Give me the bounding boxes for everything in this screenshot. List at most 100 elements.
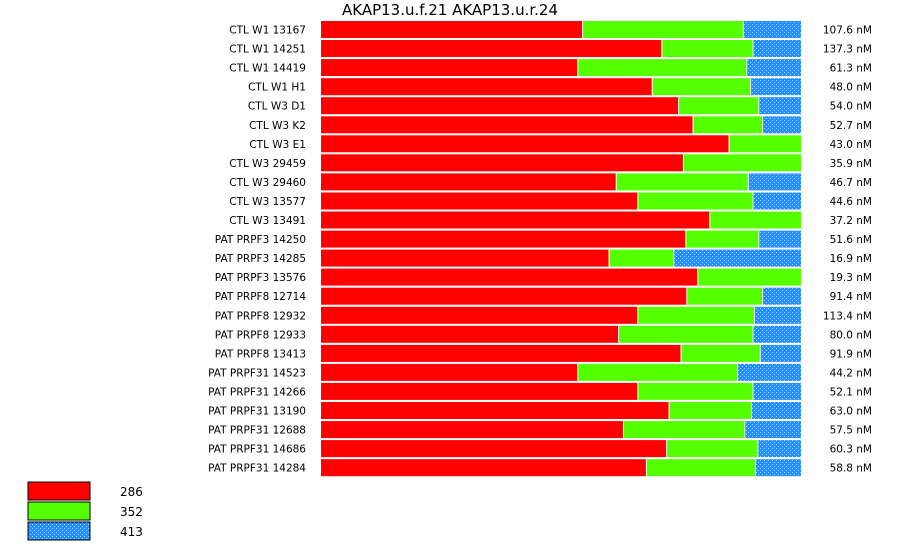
chart-title: AKAP13.u.f.21 AKAP13.u.r.24	[342, 1, 558, 19]
legend-swatch	[27, 521, 91, 541]
legend-label: 352	[120, 505, 143, 519]
bar-row: PAT PRPF8 13413 91.9 nM	[215, 344, 872, 362]
bar-segment-352	[666, 440, 758, 458]
bar-segment-352	[686, 287, 763, 305]
row-value-label: 51.6 nM	[830, 234, 872, 246]
row-value-label: 63.0 nM	[830, 406, 872, 418]
bar-segment-286	[321, 325, 619, 343]
bar-row: CTL W3 13491 37.2 nM	[229, 211, 872, 229]
bar-segment-286	[321, 440, 667, 458]
row-value-label: 44.2 nM	[830, 367, 872, 379]
row-value-label: 58.8 nM	[830, 463, 872, 475]
row-label: CTL W3 29460	[229, 177, 306, 189]
legend-label: 413	[120, 525, 143, 539]
row-value-label: 46.7 nM	[830, 177, 872, 189]
legend-entry: 413	[27, 521, 143, 541]
row-label: PAT PRPF8 13413	[215, 348, 306, 360]
row-label: CTL W3 13577	[229, 196, 306, 208]
bar-segment-286	[321, 459, 647, 477]
row-label: CTL W3 K2	[249, 120, 306, 132]
row-value-label: 57.5 nM	[830, 425, 872, 437]
bar-row: PAT PRPF8 12932 113.4 nM	[215, 306, 872, 324]
bar-segment-286	[321, 268, 698, 286]
bar-segment-286	[321, 116, 693, 134]
bar-segment-413	[754, 306, 801, 324]
row-value-label: 107.6 nM	[823, 25, 872, 37]
bar-segment-413	[758, 230, 801, 248]
row-value-label: 91.9 nM	[830, 348, 872, 360]
row-value-label: 19.3 nM	[830, 272, 872, 284]
bar-segment-286	[321, 154, 684, 172]
bar-segment-286	[321, 382, 638, 400]
bar-segment-413	[762, 287, 801, 305]
row-value-label: 80.0 nM	[830, 329, 872, 341]
row-label: CTL W3 29459	[229, 158, 306, 170]
row-label: PAT PRPF8 12714	[215, 291, 307, 303]
row-label: PAT PRPF31 14523	[208, 367, 306, 379]
row-value-label: 54.0 nM	[830, 101, 872, 113]
legend: 286 352 413	[27, 481, 143, 541]
bar-segment-413	[757, 440, 801, 458]
bar-segment-286	[321, 287, 687, 305]
bar-segment-352	[609, 249, 674, 267]
bar-segment-352	[669, 402, 752, 419]
bar-segment-286	[321, 173, 617, 191]
row-label: CTL W3 E1	[249, 139, 306, 151]
bar-segment-286	[321, 211, 710, 229]
bar-segment-286	[321, 40, 662, 57]
bar-segment-286	[321, 249, 609, 267]
bar-row: CTL W1 H1 48.0 nM	[248, 78, 872, 96]
bar-segment-413	[748, 173, 801, 191]
bar-segment-352	[661, 40, 753, 57]
bar-segment-286	[321, 59, 578, 77]
bar-segment-352	[729, 135, 801, 153]
bar-segment-413	[751, 402, 801, 419]
bar-row: PAT PRPF8 12714 91.4 nM	[215, 287, 872, 305]
bar-segment-352	[623, 421, 745, 439]
bar-row: PAT PRPF31 14266 52.1 nM	[208, 382, 872, 400]
bar-segment-352	[693, 116, 763, 134]
row-label: PAT PRPF3 13576	[215, 272, 307, 284]
bar-row: PAT PRPF3 14285 16.9 nM	[215, 249, 872, 267]
bar-segment-413	[758, 97, 801, 115]
bar-segment-413	[753, 40, 801, 57]
bar-row: PAT PRPF31 14686 60.3 nM	[208, 440, 872, 458]
bar-row: CTL W3 29460 46.7 nM	[229, 173, 872, 191]
bar-row: CTL W1 13167 107.6 nM	[229, 21, 872, 38]
bar-row: PAT PRPF31 12688 57.5 nM	[208, 421, 872, 439]
bar-segment-352	[582, 21, 744, 38]
bar-segment-352	[577, 59, 747, 77]
row-label: PAT PRPF31 14284	[208, 463, 306, 475]
bar-segment-352	[637, 306, 755, 324]
bar-segment-413	[743, 21, 801, 38]
bar-segment-413	[755, 459, 801, 477]
row-value-label: 44.6 nM	[830, 196, 872, 208]
bar-row: CTL W3 D1 54.0 nM	[248, 97, 872, 115]
row-value-label: 52.1 nM	[830, 386, 872, 398]
bar-segment-413	[737, 363, 801, 381]
row-value-label: 48.0 nM	[830, 82, 872, 94]
row-label: PAT PRPF8 12932	[215, 310, 306, 322]
row-value-label: 137.3 nM	[823, 44, 872, 56]
row-value-label: 35.9 nM	[830, 158, 872, 170]
bar-row: CTL W1 14251 137.3 nM	[229, 40, 872, 57]
bar-segment-413	[746, 59, 801, 77]
bar-segment-352	[681, 344, 761, 362]
row-label: CTL W1 14419	[229, 63, 306, 75]
bar-segment-352	[637, 192, 753, 210]
row-value-label: 43.0 nM	[830, 139, 872, 151]
bar-segment-286	[321, 78, 653, 96]
bar-row: PAT PRPF8 12933 80.0 nM	[215, 325, 872, 343]
bar-segment-352	[646, 459, 756, 477]
bar-segment-413	[753, 192, 801, 210]
bar-segment-286	[321, 402, 669, 419]
bar-segment-286	[321, 363, 578, 381]
bar-segment-413	[753, 325, 801, 343]
row-label: CTL W1 13167	[229, 25, 306, 37]
row-value-label: 52.7 nM	[830, 120, 872, 132]
bar-segment-352	[618, 325, 753, 343]
bar-segment-286	[321, 97, 679, 115]
bar-row: CTL W3 E1 43.0 nM	[249, 135, 872, 153]
bar-segment-286	[321, 21, 583, 38]
